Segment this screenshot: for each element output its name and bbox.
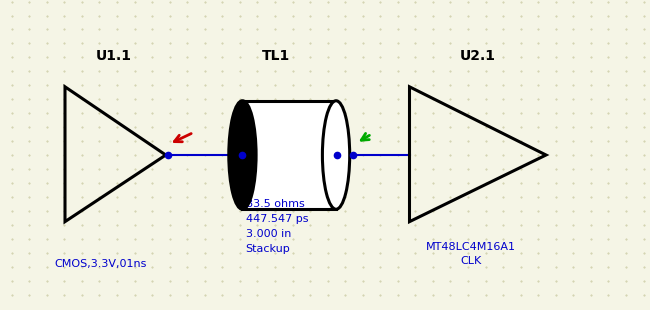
- Ellipse shape: [322, 101, 350, 209]
- Text: MT48LC4M16A1
CLK: MT48LC4M16A1 CLK: [426, 242, 516, 266]
- Text: U1.1: U1.1: [96, 49, 132, 63]
- Ellipse shape: [229, 101, 256, 209]
- Text: U2.1: U2.1: [460, 49, 496, 63]
- Text: CMOS,3.3V,01ns: CMOS,3.3V,01ns: [55, 259, 147, 268]
- Bar: [242, 101, 336, 209]
- Text: 83.5 ohms
447.547 ps
3.000 in
Stackup: 83.5 ohms 447.547 ps 3.000 in Stackup: [246, 199, 308, 254]
- Text: TL1: TL1: [262, 49, 291, 63]
